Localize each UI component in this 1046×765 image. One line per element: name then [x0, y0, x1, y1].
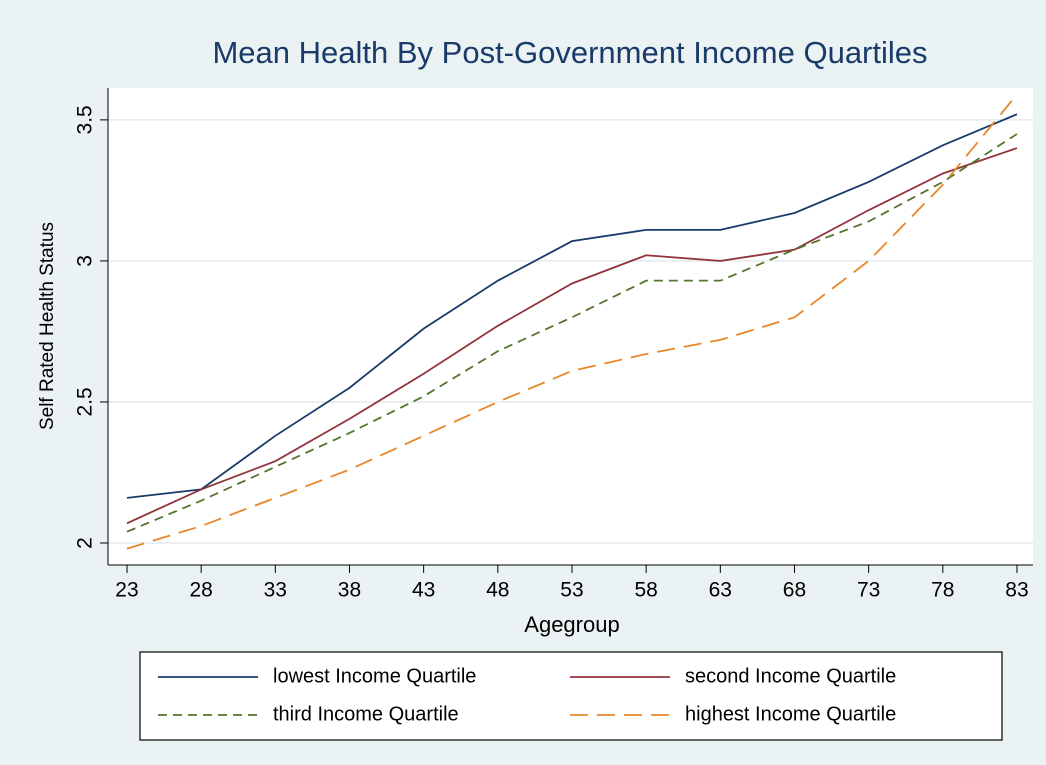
x-axis-label: Agegroup [524, 612, 619, 637]
x-tick-label: 43 [412, 579, 435, 602]
y-axis-label: Self Rated Health Status [37, 222, 58, 430]
x-tick-label: 28 [189, 579, 212, 602]
legend-box [139, 651, 1003, 741]
chart-title: Mean Health By Post-Government Income Qu… [212, 35, 927, 70]
series-line [126, 147, 1018, 525]
legend-label: second Income Quartile [685, 665, 896, 687]
series-line [126, 113, 1018, 499]
x-tick-label: 73 [857, 579, 880, 602]
x-tick-label: 33 [264, 579, 287, 602]
x-tick-label: 53 [560, 579, 583, 602]
y-tick-label: 3 [74, 255, 97, 267]
x-tick-label: 38 [338, 579, 361, 602]
y-tick-label: 2 [74, 537, 97, 549]
y-tick-label: 2.5 [74, 387, 97, 416]
x-tick-label: 23 [115, 579, 138, 602]
x-tick-label: 63 [709, 579, 732, 602]
legend-label: lowest Income Quartile [273, 665, 476, 687]
series-line [126, 133, 1018, 533]
x-tick-label: 68 [783, 579, 806, 602]
x-tick-label: 83 [1005, 579, 1028, 602]
y-tick-label: 3.5 [74, 105, 97, 134]
legend-label: highest Income Quartile [685, 703, 896, 725]
plot-area [108, 88, 1033, 565]
x-tick-label: 58 [634, 579, 657, 602]
x-tick-label: 48 [486, 579, 509, 602]
legend-label: third Income Quartile [273, 703, 459, 725]
x-tick-label: 78 [931, 579, 954, 602]
